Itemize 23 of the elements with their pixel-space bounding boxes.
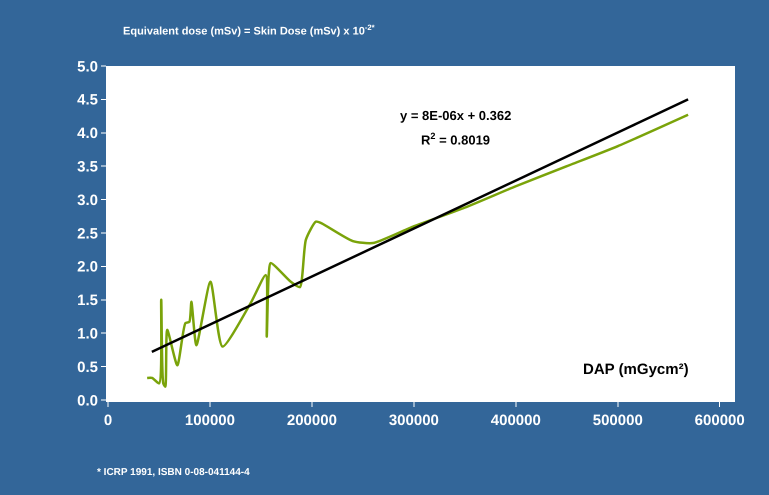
- y-tick-label: 1.0: [77, 325, 98, 342]
- y-tick-label: 2.0: [77, 258, 98, 276]
- y-tick-label: 0.5: [77, 358, 98, 376]
- y-tick-label: 2.5: [77, 225, 98, 242]
- y-tick-label: 4.0: [77, 125, 98, 142]
- y-tick-label: 4.5: [77, 92, 98, 109]
- x-tick-label: 0: [104, 412, 112, 429]
- text: * ICRP 1991, ISBN 0-08-041144-4: [97, 467, 250, 478]
- y-tick-label: 1.5: [77, 292, 98, 310]
- x-tick-label: 100000: [184, 412, 235, 429]
- x-tick-label: 200000: [286, 412, 337, 429]
- annotation: R$^{2}$ = 0.8019: [421, 131, 490, 148]
- x-tick-label: 500000: [592, 412, 643, 429]
- chart-title: Equivalent dose (mSv) = Skin Dose (mSv) x 10$^{-2*}$: [123, 23, 375, 38]
- y-tick-label: 3.0: [77, 192, 98, 209]
- y-tick-label: 0.0: [77, 392, 98, 410]
- annotation: y = 8E-06x + 0.362: [400, 108, 512, 123]
- x-tick-label: 600000: [694, 412, 745, 429]
- y-tick-label: 5.0: [77, 58, 98, 76]
- x-tick-label: 400000: [490, 412, 541, 429]
- x-tick-label: 300000: [388, 412, 439, 429]
- y-tick-label: 3.5: [77, 158, 98, 176]
- x-axis-title: DAP (mGycm²): [583, 361, 689, 378]
